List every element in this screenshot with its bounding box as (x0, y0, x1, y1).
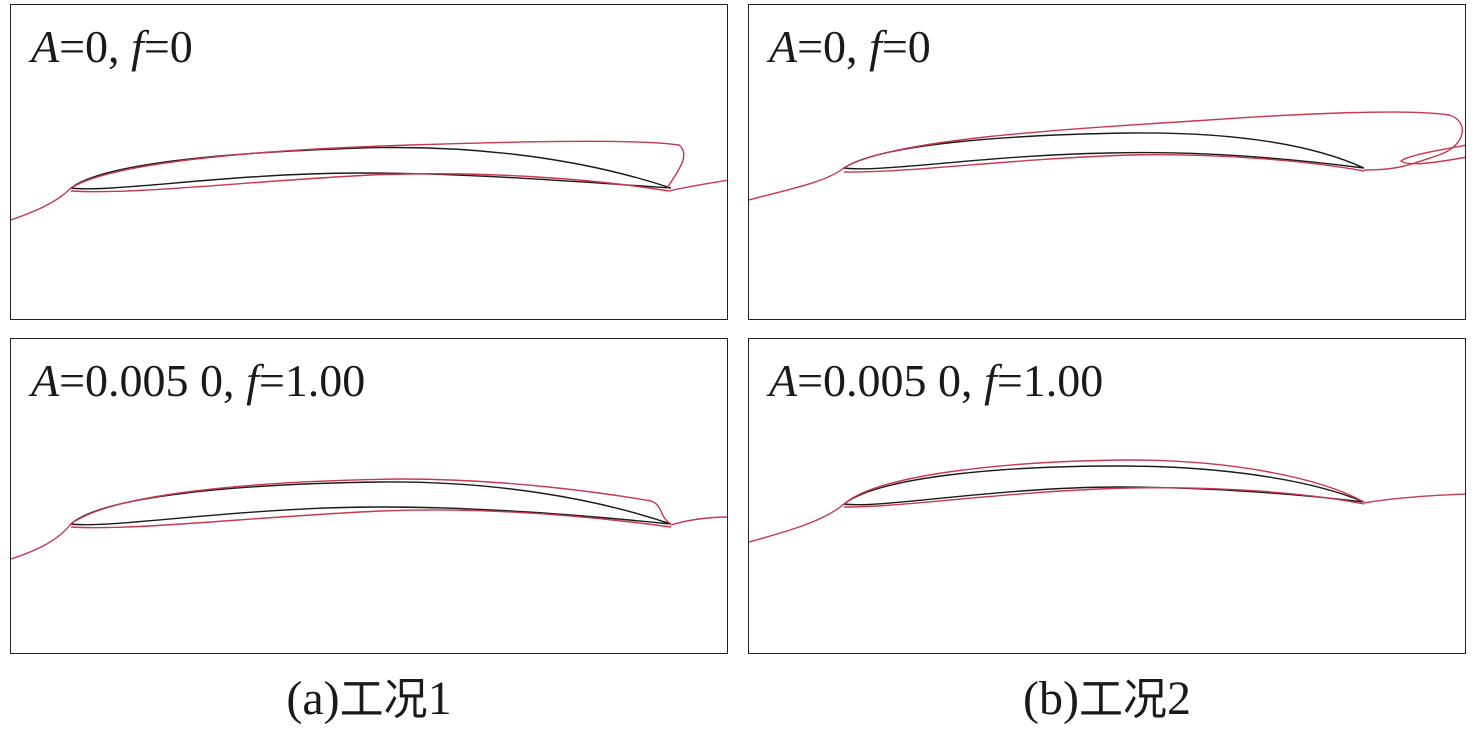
streamline-incoming (749, 167, 845, 201)
airfoil-outline (69, 146, 672, 190)
streamline-lower (70, 509, 672, 529)
airfoil-outline (69, 481, 672, 526)
streamline-upper-separated (843, 111, 1463, 171)
panel-a-bottom: A=0.005 0, f=1.00 (10, 338, 728, 654)
caption-text: 工况 (339, 674, 428, 725)
streamline-lower (70, 173, 670, 193)
streamline-incoming (749, 503, 845, 543)
streamline-wake (1363, 493, 1465, 504)
streamline-wake (670, 516, 727, 526)
airfoil-plot-b-top (749, 111, 1465, 201)
streamline-recirculation (1399, 144, 1465, 165)
streamline-upper-separated (70, 140, 685, 189)
parameter-label: A=0, f=0 (769, 21, 931, 72)
caption-tag: (b) (1023, 672, 1079, 725)
caption-number: 1 (427, 672, 452, 725)
streamline-incoming (11, 523, 72, 560)
panel-a-top: A=0, f=0 (10, 4, 728, 320)
parameter-label: A=0.005 0, f=1.00 (31, 355, 366, 406)
airfoil-plot-a-bottom (11, 478, 727, 560)
airfoil-plot-b-bottom (749, 459, 1465, 543)
streamline-incoming (11, 187, 72, 221)
panel-b-bottom: A=0.005 0, f=1.00 (748, 338, 1466, 654)
streamline-upper (70, 478, 672, 525)
caption-tag: (a) (286, 672, 340, 725)
airfoil-plot-a-top (11, 140, 727, 221)
airfoil-outline (842, 465, 1365, 506)
streamline-upper (843, 459, 1365, 505)
caption-a: (a) 工况1 (10, 670, 728, 728)
caption-b: (b) 工况2 (748, 670, 1466, 728)
streamline-wake (668, 179, 727, 192)
streamline-lower (843, 486, 1365, 508)
airfoil-outline (842, 132, 1365, 170)
caption-text: 工况 (1078, 674, 1167, 725)
parameter-label: A=0, f=0 (31, 21, 193, 72)
panel-b-top: A=0, f=0 (748, 4, 1466, 320)
caption-number: 2 (1166, 672, 1191, 725)
streamline-lower (843, 154, 1365, 173)
parameter-label: A=0.005 0, f=1.00 (769, 355, 1104, 406)
